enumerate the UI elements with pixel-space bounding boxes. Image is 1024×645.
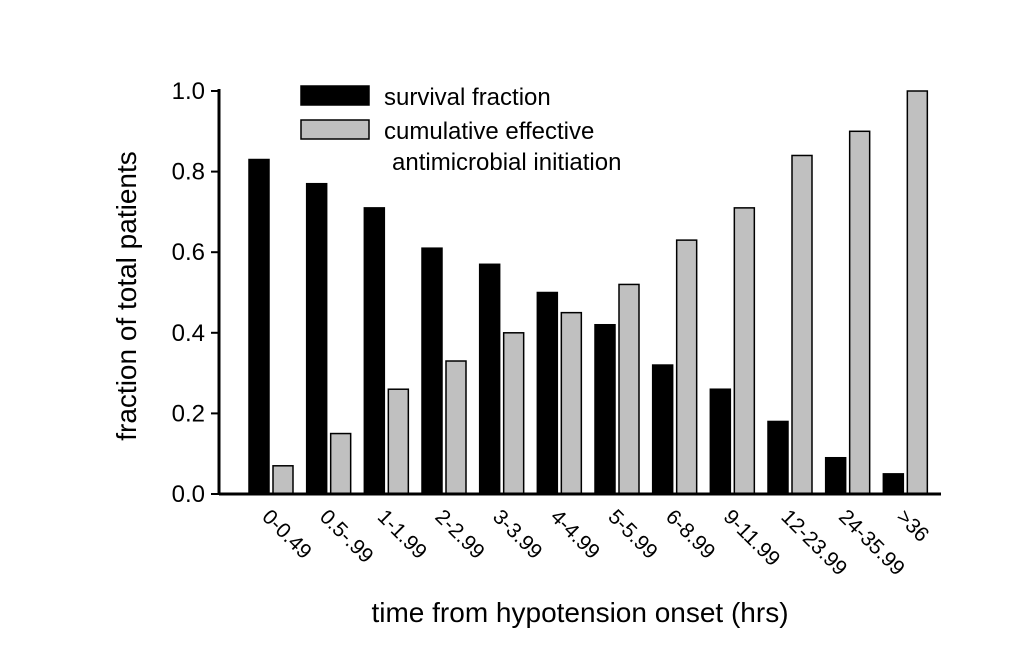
- y-axis-title: fraction of total patients: [111, 151, 142, 441]
- bar-cumulative-antimicrobial: [733, 207, 756, 495]
- legend-swatch-survival-fraction: [300, 85, 370, 106]
- x-tick-label: 1-1.99: [373, 505, 431, 563]
- bar-cumulative-antimicrobial: [906, 90, 929, 495]
- legend-label-survival-fraction: survival fraction: [384, 84, 551, 111]
- bar-survival-fraction: [363, 207, 386, 495]
- legend: survival fraction cumulative effective a…: [300, 84, 621, 176]
- x-axis-title: time from hypotension onset (hrs): [371, 597, 788, 628]
- bar-cumulative-antimicrobial: [791, 154, 813, 495]
- legend-label-cumulative-antimicrobial-line2: antimicrobial initiation: [392, 149, 621, 176]
- bar-cumulative-antimicrobial: [387, 388, 410, 495]
- bar-survival-fraction: [767, 420, 789, 495]
- bar-survival-fraction: [305, 182, 328, 495]
- bar-cumulative-antimicrobial: [848, 130, 871, 495]
- bar-survival-fraction: [421, 247, 443, 495]
- x-tick-label: 4-4.99: [546, 505, 604, 563]
- x-tick-label: 5-5.99: [603, 505, 661, 563]
- bar-survival-fraction: [536, 291, 559, 495]
- legend-swatch-cumulative-antimicrobial: [300, 119, 370, 140]
- x-tick-label: 3-3.99: [488, 505, 546, 563]
- y-tick-label: 0.2: [172, 400, 205, 427]
- bar-cumulative-antimicrobial: [618, 283, 640, 495]
- bar-survival-fraction: [709, 388, 732, 495]
- bar-cumulative-antimicrobial: [329, 432, 352, 495]
- legend-label-cumulative-antimicrobial-line1: cumulative effective: [384, 118, 594, 145]
- x-tick-label: >36: [892, 505, 933, 546]
- x-tick-label: 0.5-.99: [315, 505, 378, 568]
- bar-survival-fraction: [824, 456, 847, 495]
- bar-cumulative-antimicrobial: [272, 465, 294, 495]
- bar-cumulative-antimicrobial: [445, 360, 467, 495]
- bar-cumulative-antimicrobial: [675, 239, 698, 495]
- x-tick-label: 9-11.99: [719, 505, 785, 571]
- y-tick-label: 0.0: [172, 481, 205, 508]
- bar-survival-fraction: [651, 364, 674, 495]
- y-tick-label: 1.0: [172, 78, 205, 105]
- y-tick-labels: 0.0 0.2 0.4 0.6 0.8 1.0: [172, 78, 205, 508]
- y-tick-label: 0.8: [172, 159, 205, 186]
- bar-cumulative-antimicrobial: [502, 332, 525, 495]
- x-tick-label: 2-2.99: [430, 505, 488, 563]
- y-tick-label: 0.4: [172, 320, 205, 347]
- bar-survival-fraction: [478, 263, 501, 495]
- bars: [248, 90, 929, 495]
- bar-survival-fraction: [594, 323, 616, 495]
- x-tick-labels: 0-0.49 0.5-.991-1.99 2-2.99 3-3.99 4-4.99 5-5…: [257, 505, 933, 580]
- bar-survival-fraction: [248, 158, 270, 495]
- x-tick-label: 0-0.49: [257, 505, 315, 563]
- x-tick-label: 6-8.99: [661, 505, 719, 563]
- bar-cumulative-antimicrobial: [560, 311, 583, 495]
- bar-survival-fraction: [882, 473, 905, 495]
- y-tick-label: 0.6: [172, 239, 205, 266]
